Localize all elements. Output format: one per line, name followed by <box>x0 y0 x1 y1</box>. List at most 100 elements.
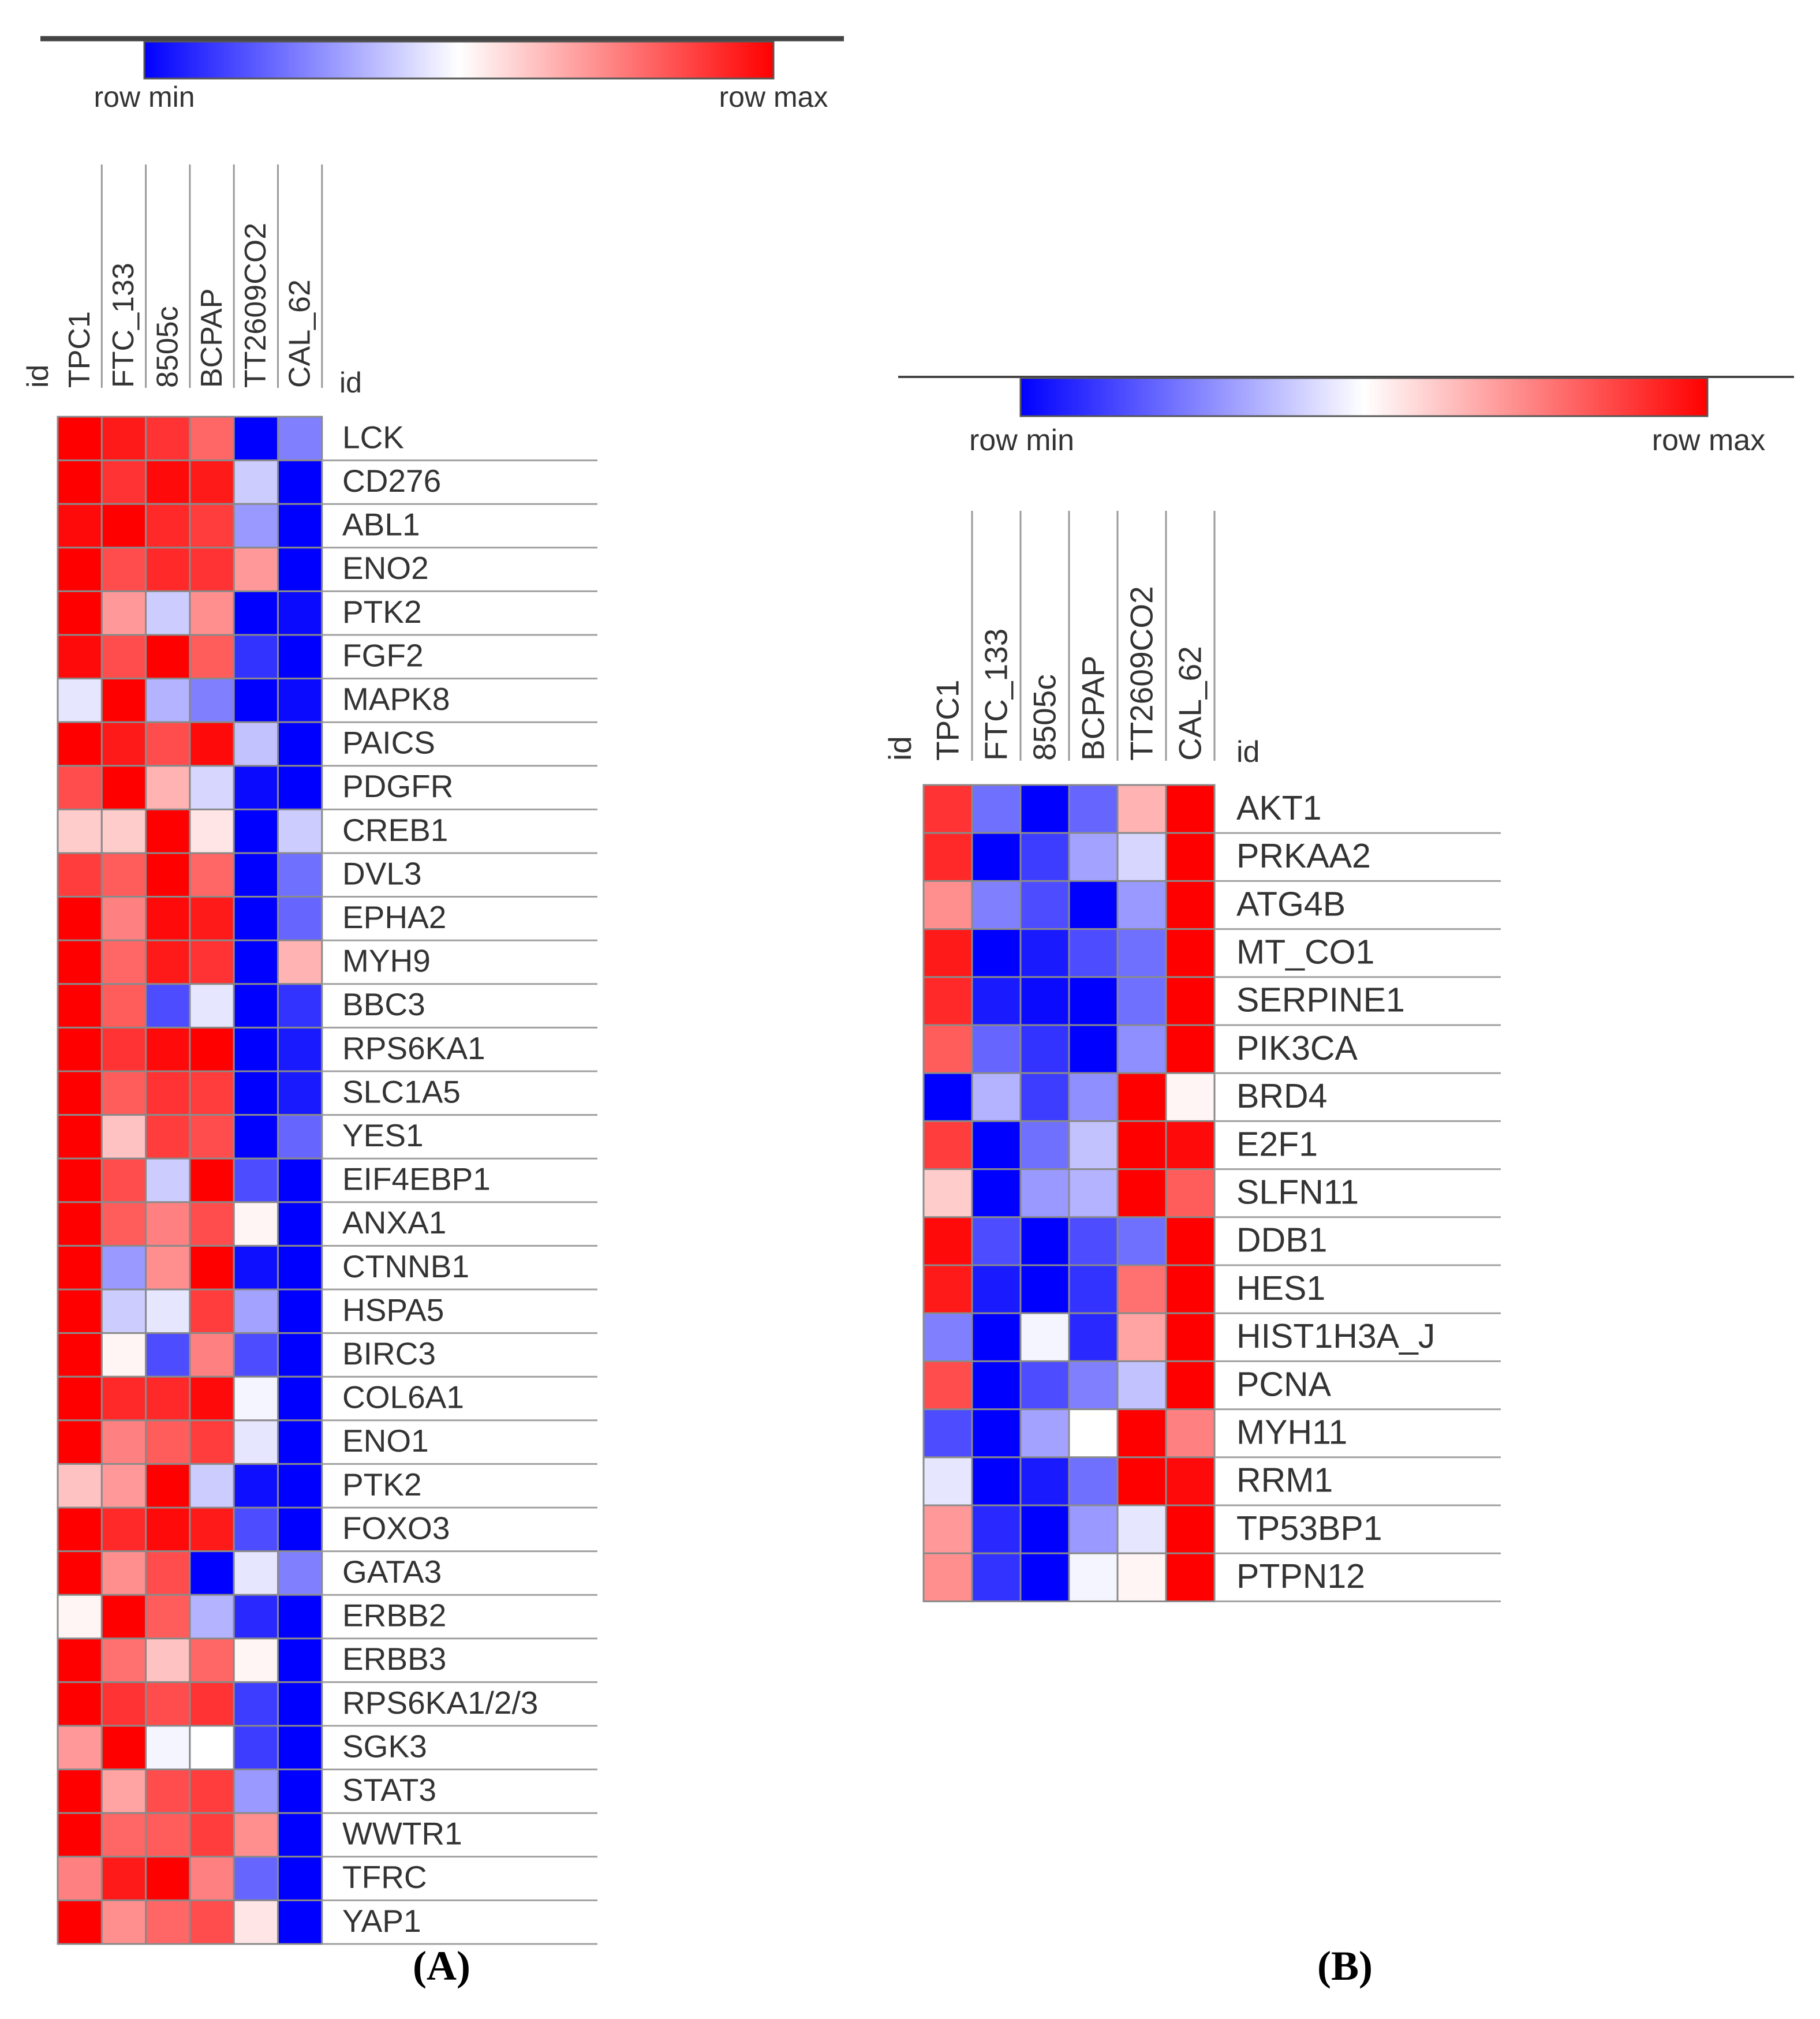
heatmap-cell <box>100 634 147 680</box>
heatmap-cell <box>922 1456 973 1506</box>
heatmap-cell <box>100 1769 147 1814</box>
row-label: BBC3 <box>342 986 425 1022</box>
row-label: GATA3 <box>342 1554 442 1590</box>
heatmap-cell <box>189 678 235 723</box>
heatmap-cell <box>922 1216 973 1266</box>
heatmap-cell <box>1019 880 1070 930</box>
heatmap-cell <box>189 1157 235 1203</box>
heatmap-cell <box>233 1725 279 1771</box>
heatmap-cell <box>1116 784 1167 834</box>
column-header: BCPAP <box>1075 656 1111 761</box>
heatmap-cell <box>57 765 103 810</box>
heatmap-cell <box>100 1812 147 1858</box>
column-header: 8505c <box>1026 674 1062 761</box>
panel-b-color-scale: row min row max <box>898 376 1794 457</box>
heatmap-cell <box>233 896 279 941</box>
heatmap-cell <box>1068 1216 1119 1266</box>
heatmap-cell <box>145 1332 191 1378</box>
heatmap-cell <box>145 808 191 854</box>
heatmap-cell <box>922 1024 973 1074</box>
heatmap-cell <box>233 1157 279 1203</box>
row-label: EPHA2 <box>342 899 446 935</box>
heatmap-cell <box>57 634 103 680</box>
heatmap-cell <box>1068 1552 1119 1602</box>
heatmap-cell <box>189 1550 235 1596</box>
heatmap-cell <box>971 1072 1022 1122</box>
heatmap-cell <box>57 416 103 462</box>
heatmap-cell <box>57 1681 103 1727</box>
heatmap-cell <box>100 1070 147 1116</box>
heatmap-cell <box>277 983 323 1029</box>
heatmap-cell <box>971 1312 1022 1362</box>
heatmap-cell <box>145 1070 191 1116</box>
heatmap-cell <box>57 1899 103 1945</box>
heatmap-cell <box>233 1899 279 1945</box>
heatmap-cell <box>1068 928 1119 978</box>
heatmap-cell <box>57 1725 103 1771</box>
heatmap-cell <box>233 547 279 592</box>
panel-a-row-labels: LCK CD276 ABL1 ENO2 PTK2 FGF2 MAPK8 PAICS PDGFR C… <box>322 419 597 1945</box>
heatmap-cell <box>1068 784 1119 834</box>
heatmap-cell <box>57 1114 103 1160</box>
heatmap-cell <box>1019 976 1070 1026</box>
heatmap-cell <box>1165 1408 1216 1459</box>
heatmap-cell <box>57 547 103 592</box>
panel-b-row-labels: AKT1 PRKAA2 ATG4B MT_CO1 SERPINE1 PIK3CA BRD4 E… <box>1214 789 1501 1602</box>
heatmap-cell <box>145 1201 191 1247</box>
heatmap-cell <box>922 880 973 930</box>
heatmap-cell <box>277 1288 323 1334</box>
heatmap-cell <box>57 808 103 854</box>
heatmap-cell <box>277 1506 323 1553</box>
row-label: WWTR1 <box>342 1816 462 1852</box>
heatmap-cell <box>971 1024 1022 1074</box>
heatmap-cell <box>277 1157 323 1203</box>
heatmap-cell <box>233 852 279 898</box>
row-label: PTK2 <box>342 594 422 630</box>
heatmap-cell <box>145 634 191 680</box>
heatmap-cell <box>100 459 147 505</box>
heatmap-cell <box>57 939 103 985</box>
heatmap-cell <box>100 503 147 549</box>
heatmap-cell <box>189 503 235 549</box>
row-label: LCK <box>342 419 404 455</box>
row-label: ENO1 <box>342 1423 429 1459</box>
heatmap-cell <box>277 1201 323 1247</box>
heatmap-cell <box>100 765 147 810</box>
heatmap-cell <box>189 765 235 810</box>
heatmap-cell <box>971 1264 1022 1314</box>
heatmap-cell <box>189 1026 235 1072</box>
heatmap-cell <box>233 1769 279 1814</box>
heatmap-cell <box>277 1550 323 1596</box>
row-label: SGK3 <box>342 1728 427 1764</box>
heatmap-cell <box>1116 1408 1167 1459</box>
heatmap-cell <box>971 832 1022 882</box>
row-label: CTNNB1 <box>342 1248 469 1284</box>
heatmap-cell <box>1116 1456 1167 1506</box>
heatmap-cell <box>277 1725 323 1771</box>
row-label: ERBB2 <box>342 1598 446 1633</box>
heatmap-cell <box>1068 832 1119 882</box>
heatmap-cell <box>100 896 147 941</box>
column-header: CAL_62 <box>283 279 316 388</box>
panel-a-id-header: id <box>339 367 362 399</box>
panel-a-cells <box>57 416 323 1945</box>
heatmap-cell <box>1019 1024 1070 1074</box>
heatmap-cell <box>1165 1456 1216 1506</box>
row-label: YES1 <box>342 1117 424 1153</box>
heatmap-cell <box>189 1899 235 1945</box>
heatmap-cell <box>100 1419 147 1465</box>
heatmap-cell <box>189 1201 235 1247</box>
heatmap-cell <box>233 1026 279 1072</box>
heatmap-cell <box>277 634 323 680</box>
heatmap-cell <box>100 852 147 898</box>
heatmap-cell <box>145 1419 191 1465</box>
heatmap-cell <box>189 1332 235 1378</box>
heatmap-cell <box>1068 1120 1119 1171</box>
row-label: PAICS <box>342 725 435 761</box>
heatmap-cell <box>1068 1312 1119 1362</box>
row-label: SLC1A5 <box>342 1074 461 1109</box>
heatmap-cell <box>189 1070 235 1116</box>
heatmap-cell <box>189 939 235 985</box>
row-label: ANXA1 <box>342 1205 446 1240</box>
heatmap-cell <box>1019 1408 1070 1459</box>
